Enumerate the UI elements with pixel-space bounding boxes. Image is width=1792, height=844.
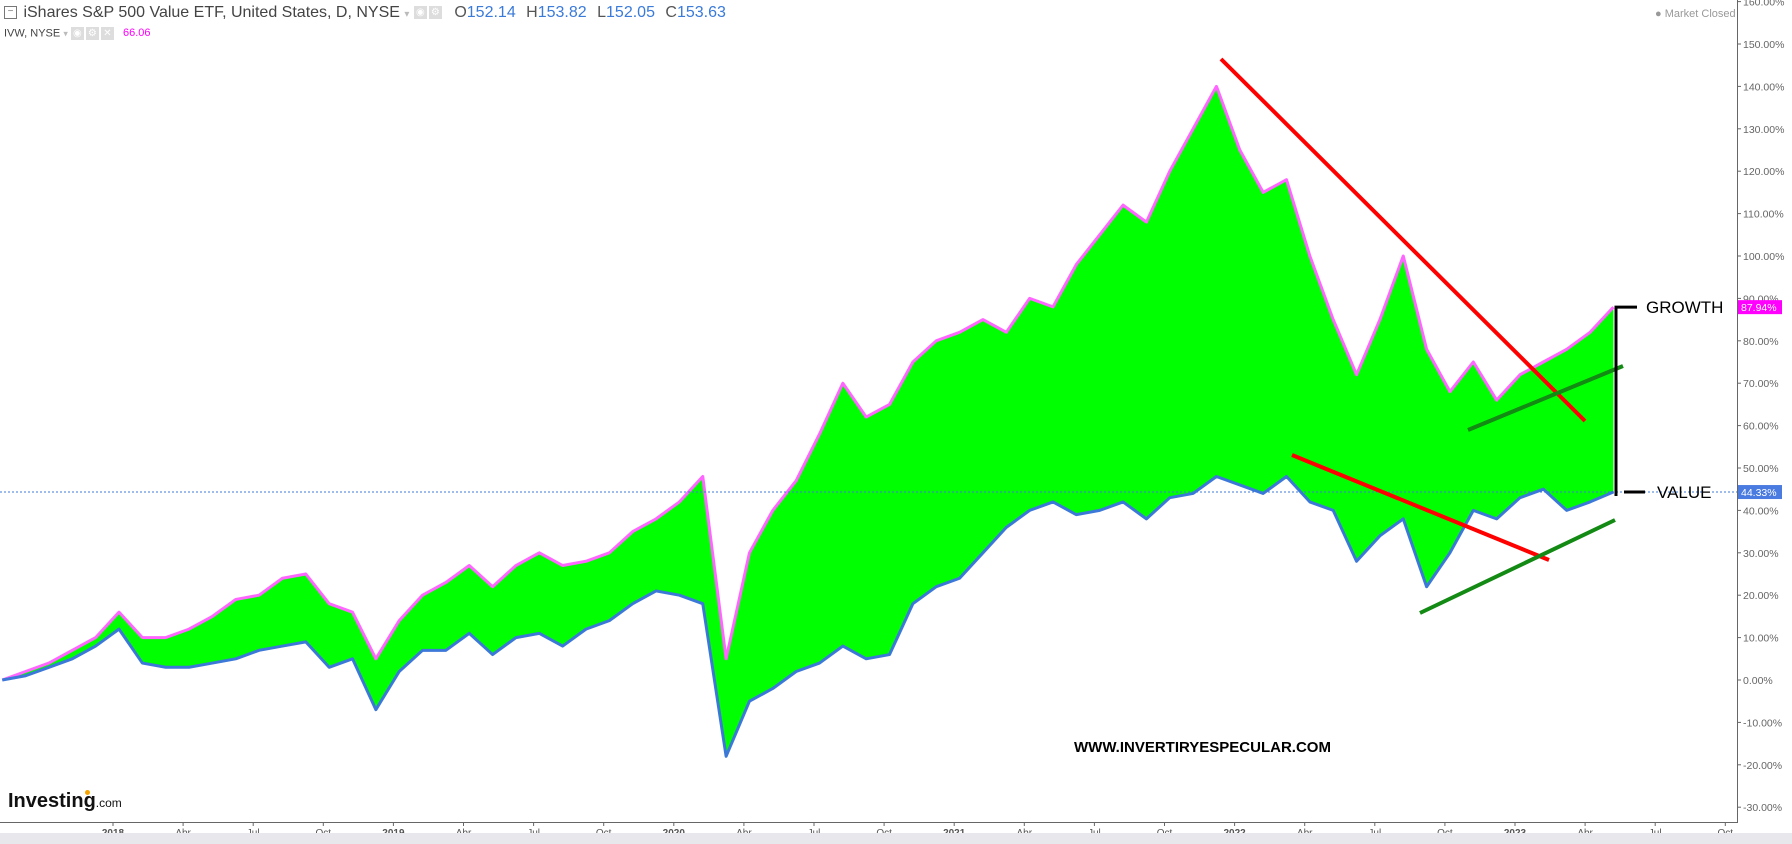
logo-dot bbox=[85, 790, 90, 795]
y-tick-label: 50.00% bbox=[1743, 463, 1779, 475]
y-tick-label: -20.00% bbox=[1743, 760, 1782, 772]
high-value: 153.82 bbox=[537, 4, 587, 21]
website-watermark: WWW.INVERTIRYESPECULAR.COM bbox=[1074, 739, 1331, 756]
red-trendline-upper bbox=[1219, 57, 1587, 423]
y-tick-label: -30.00% bbox=[1743, 802, 1782, 814]
open-value: 152.14 bbox=[466, 4, 516, 21]
y-tick-label: 80.00% bbox=[1743, 336, 1779, 348]
bottom-toolbar[interactable] bbox=[0, 833, 1792, 844]
growth-price-label bbox=[1738, 300, 1782, 315]
gear-icon[interactable]: ⚙ bbox=[85, 27, 99, 40]
growth-annotation: GROWTH bbox=[1646, 298, 1723, 317]
low-value: 152.05 bbox=[606, 4, 655, 21]
dropdown-caret-icon[interactable]: ▾ bbox=[63, 28, 68, 39]
y-tick-label: 150.00% bbox=[1743, 39, 1784, 51]
red-trendline-lower bbox=[1291, 453, 1550, 562]
y-tick-label: 120.00% bbox=[1743, 166, 1784, 178]
y-axis-panel bbox=[1738, 0, 1792, 833]
y-tick-label: 10.00% bbox=[1743, 633, 1779, 645]
visibility-icon[interactable]: ◉ bbox=[413, 6, 427, 20]
value-price-label bbox=[1738, 485, 1782, 500]
value-series-line bbox=[1, 474, 1614, 758]
y-tick-label: 0.00% bbox=[1743, 675, 1773, 687]
visibility-icon[interactable]: ◉ bbox=[70, 27, 84, 40]
y-tick-label: 130.00% bbox=[1743, 124, 1784, 136]
chart-header: − iShares S&P 500 Value ETF, United Stat… bbox=[4, 4, 726, 22]
y-tick-label: 40.00% bbox=[1743, 505, 1779, 517]
gear-icon[interactable]: ⚙ bbox=[428, 6, 442, 20]
value-price-label-text: 44.33% bbox=[1741, 487, 1777, 499]
spread-bracket bbox=[1614, 305, 1637, 497]
y-tick-label: -10.00% bbox=[1743, 717, 1782, 729]
close-icon[interactable]: ✕ bbox=[100, 27, 114, 40]
collapse-icon[interactable]: − bbox=[4, 6, 17, 20]
compare-symbol: IVW, NYSE bbox=[4, 27, 61, 40]
green-trendline-upper bbox=[1467, 364, 1624, 432]
status-dot-icon: ● bbox=[1655, 8, 1662, 20]
growth-series-line bbox=[1, 84, 1615, 682]
y-tick-label: 140.00% bbox=[1743, 81, 1784, 93]
growth-value-spread-fill bbox=[2, 86, 1614, 757]
y-tick-label: 30.00% bbox=[1743, 548, 1779, 560]
y-tick-label: 20.00% bbox=[1743, 590, 1779, 602]
green-trendline-lower bbox=[1419, 518, 1616, 615]
value-annotation: VALUE bbox=[1657, 483, 1712, 502]
close-value: 153.63 bbox=[676, 4, 726, 21]
dropdown-caret-icon[interactable]: ▾ bbox=[404, 9, 410, 20]
y-tick-label: 160.00% bbox=[1743, 0, 1784, 9]
growth-price-label-text: 87.94% bbox=[1741, 302, 1777, 314]
y-tick-label: 70.00% bbox=[1743, 378, 1779, 390]
instrument-title: iShares S&P 500 Value ETF, United States… bbox=[23, 4, 400, 21]
investing-logo: Investing.com bbox=[8, 790, 122, 812]
market-status: ● Market Closed bbox=[1655, 8, 1736, 20]
compare-header: IVW, NYSE ▾ ◉ ⚙ ✕ 66.06 bbox=[4, 27, 151, 40]
y-tick-label: 100.00% bbox=[1743, 251, 1784, 263]
y-tick-label: 60.00% bbox=[1743, 421, 1779, 433]
compare-value: 66.06 bbox=[122, 27, 151, 40]
y-tick-label: 110.00% bbox=[1743, 209, 1784, 221]
